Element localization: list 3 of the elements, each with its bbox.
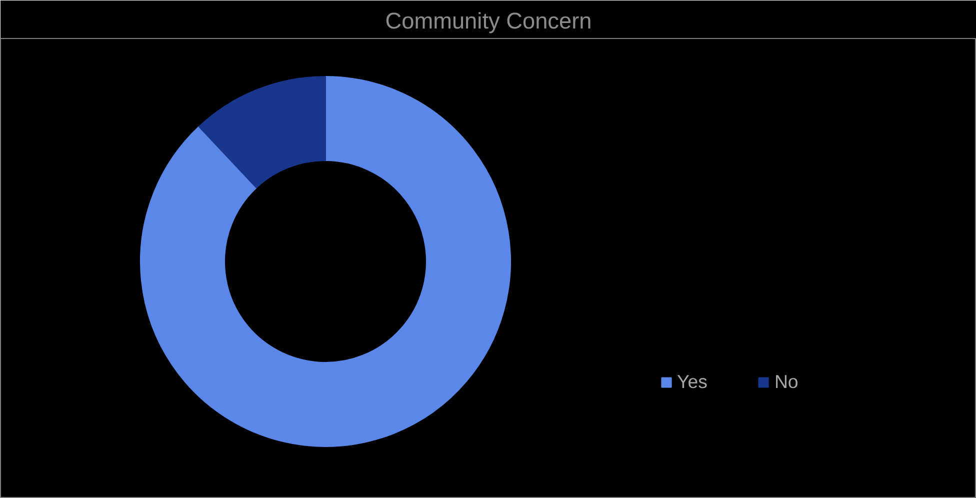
legend-label: No: [774, 371, 798, 393]
legend-label: Yes: [677, 371, 708, 393]
chart-title: Community Concern: [385, 8, 592, 34]
